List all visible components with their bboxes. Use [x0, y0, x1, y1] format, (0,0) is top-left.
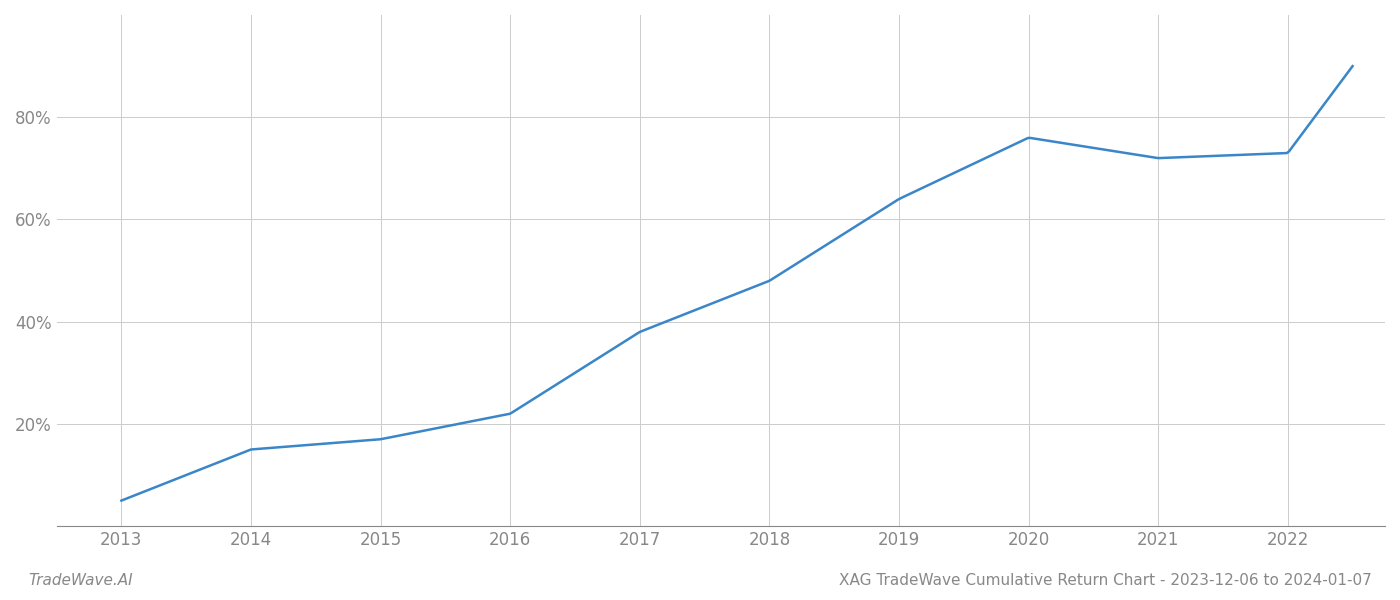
- Text: TradeWave.AI: TradeWave.AI: [28, 573, 133, 588]
- Text: XAG TradeWave Cumulative Return Chart - 2023-12-06 to 2024-01-07: XAG TradeWave Cumulative Return Chart - …: [839, 573, 1372, 588]
